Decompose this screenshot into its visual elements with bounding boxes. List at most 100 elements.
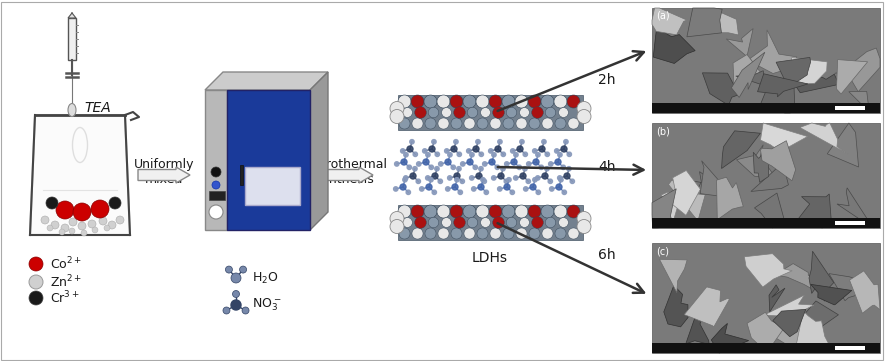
Circle shape bbox=[225, 266, 232, 273]
Circle shape bbox=[423, 159, 429, 165]
Circle shape bbox=[425, 228, 436, 239]
Polygon shape bbox=[760, 141, 796, 181]
Circle shape bbox=[69, 218, 77, 226]
Polygon shape bbox=[836, 60, 867, 94]
Bar bbox=[205, 90, 227, 230]
Bar bbox=[652, 343, 880, 353]
Circle shape bbox=[567, 205, 580, 218]
Circle shape bbox=[482, 179, 486, 183]
Circle shape bbox=[517, 146, 523, 152]
Bar bbox=[398, 205, 583, 240]
Circle shape bbox=[506, 107, 517, 118]
Polygon shape bbox=[796, 74, 839, 93]
Circle shape bbox=[428, 217, 439, 228]
Polygon shape bbox=[659, 259, 688, 293]
Polygon shape bbox=[828, 123, 859, 167]
Polygon shape bbox=[735, 71, 779, 90]
Circle shape bbox=[536, 153, 540, 157]
Circle shape bbox=[29, 257, 43, 271]
Polygon shape bbox=[774, 264, 820, 288]
Polygon shape bbox=[700, 161, 725, 196]
Circle shape bbox=[493, 217, 504, 229]
Circle shape bbox=[470, 153, 474, 157]
Polygon shape bbox=[795, 311, 830, 351]
Circle shape bbox=[69, 228, 75, 234]
Circle shape bbox=[510, 149, 515, 153]
Circle shape bbox=[451, 228, 462, 239]
Circle shape bbox=[46, 197, 58, 209]
Circle shape bbox=[441, 218, 451, 227]
Polygon shape bbox=[804, 301, 838, 330]
Circle shape bbox=[470, 176, 474, 180]
Bar bbox=[398, 95, 583, 130]
Circle shape bbox=[501, 166, 505, 171]
Circle shape bbox=[410, 173, 416, 179]
Circle shape bbox=[559, 218, 569, 227]
Circle shape bbox=[390, 212, 404, 226]
Circle shape bbox=[480, 218, 490, 227]
Circle shape bbox=[413, 152, 417, 157]
Bar bbox=[652, 243, 880, 353]
FancyArrow shape bbox=[318, 167, 373, 183]
Polygon shape bbox=[850, 271, 880, 313]
Circle shape bbox=[503, 118, 514, 129]
Circle shape bbox=[498, 187, 502, 191]
Circle shape bbox=[390, 101, 404, 116]
Circle shape bbox=[567, 166, 571, 171]
Circle shape bbox=[567, 95, 580, 108]
Circle shape bbox=[467, 159, 473, 165]
Circle shape bbox=[541, 95, 554, 108]
Circle shape bbox=[483, 162, 487, 166]
Circle shape bbox=[73, 203, 91, 221]
Polygon shape bbox=[773, 309, 805, 337]
Circle shape bbox=[450, 95, 463, 108]
Bar bbox=[652, 218, 880, 228]
Polygon shape bbox=[703, 73, 739, 105]
Circle shape bbox=[516, 228, 527, 239]
Circle shape bbox=[489, 205, 502, 218]
Circle shape bbox=[211, 167, 221, 177]
Circle shape bbox=[495, 165, 500, 170]
Circle shape bbox=[541, 205, 554, 218]
Text: (a): (a) bbox=[656, 11, 670, 21]
Polygon shape bbox=[760, 123, 807, 151]
Polygon shape bbox=[764, 295, 814, 317]
Polygon shape bbox=[653, 27, 696, 64]
Circle shape bbox=[520, 173, 526, 179]
Circle shape bbox=[446, 187, 450, 191]
Circle shape bbox=[504, 179, 509, 183]
Circle shape bbox=[557, 176, 562, 180]
Circle shape bbox=[498, 140, 502, 144]
Circle shape bbox=[476, 95, 489, 108]
Bar bbox=[240, 165, 243, 185]
Circle shape bbox=[29, 275, 43, 289]
Circle shape bbox=[41, 216, 49, 224]
Circle shape bbox=[577, 219, 591, 234]
Circle shape bbox=[56, 201, 74, 219]
Circle shape bbox=[437, 205, 450, 218]
Circle shape bbox=[420, 187, 424, 191]
Circle shape bbox=[510, 190, 515, 195]
Circle shape bbox=[478, 184, 484, 190]
Polygon shape bbox=[769, 285, 785, 312]
Circle shape bbox=[568, 228, 579, 239]
Text: $\mathrm{Zn^{2+}}$: $\mathrm{Zn^{2+}}$ bbox=[50, 274, 82, 290]
Circle shape bbox=[99, 217, 107, 225]
Circle shape bbox=[492, 176, 496, 180]
Circle shape bbox=[412, 118, 423, 129]
Circle shape bbox=[515, 205, 528, 218]
Bar bbox=[68, 18, 76, 60]
Polygon shape bbox=[661, 170, 701, 216]
Circle shape bbox=[454, 140, 458, 144]
Circle shape bbox=[452, 184, 458, 190]
Circle shape bbox=[412, 228, 423, 239]
Circle shape bbox=[423, 149, 427, 153]
Circle shape bbox=[473, 165, 478, 170]
Circle shape bbox=[464, 228, 475, 239]
Circle shape bbox=[532, 106, 543, 118]
Bar bbox=[835, 106, 865, 110]
Text: LDHs: LDHs bbox=[472, 251, 508, 265]
Circle shape bbox=[554, 95, 567, 108]
Circle shape bbox=[519, 108, 529, 117]
Polygon shape bbox=[711, 323, 749, 353]
